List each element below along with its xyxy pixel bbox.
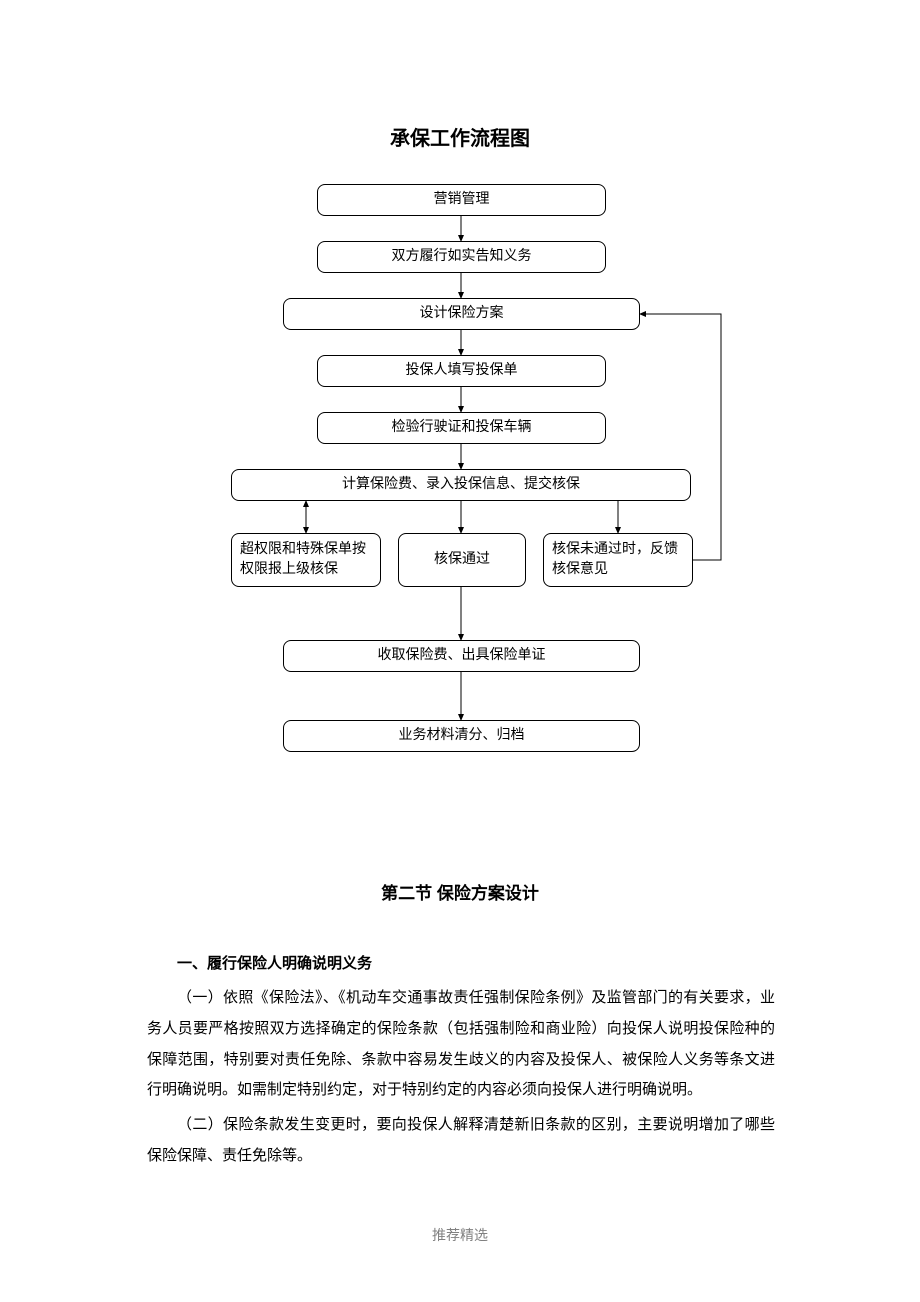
flowchart-edges bbox=[0, 0, 920, 800]
flow-node-n5: 检验行驶证和投保车辆 bbox=[317, 412, 606, 444]
paragraph-1: （一）依照《保险法》、《机动车交通事故责任强制保险条例》及监管部门的有关要求，业… bbox=[147, 983, 775, 1106]
heading-1: 一、履行保险人明确说明义务 bbox=[177, 952, 372, 973]
flow-node-n4: 投保人填写投保单 bbox=[317, 355, 606, 387]
page-footer: 推荐精选 bbox=[0, 1225, 920, 1245]
flow-node-n2: 双方履行如实告知义务 bbox=[317, 241, 606, 273]
flow-node-n10: 收取保险费、出具保险单证 bbox=[283, 640, 640, 672]
flow-node-n3: 设计保险方案 bbox=[283, 298, 640, 330]
paragraph-2: （二）保险条款发生变更时，要向投保人解释清楚新旧条款的区别，主要说明增加了哪些保… bbox=[147, 1110, 775, 1172]
flow-node-n7: 超权限和特殊保单按权限报上级核保 bbox=[231, 533, 381, 587]
flow-node-n6: 计算保险费、录入投保信息、提交核保 bbox=[231, 469, 691, 501]
flow-node-n8: 核保通过 bbox=[398, 533, 526, 587]
flow-node-n11: 业务材料清分、归档 bbox=[283, 720, 640, 752]
flow-node-n1: 营销管理 bbox=[317, 184, 606, 216]
section-title: 第二节 保险方案设计 bbox=[0, 879, 920, 904]
flow-node-n9: 核保未通过时，反馈核保意见 bbox=[543, 533, 693, 587]
flowchart: 营销管理双方履行如实告知义务设计保险方案投保人填写投保单检验行驶证和投保车辆计算… bbox=[0, 0, 920, 800]
